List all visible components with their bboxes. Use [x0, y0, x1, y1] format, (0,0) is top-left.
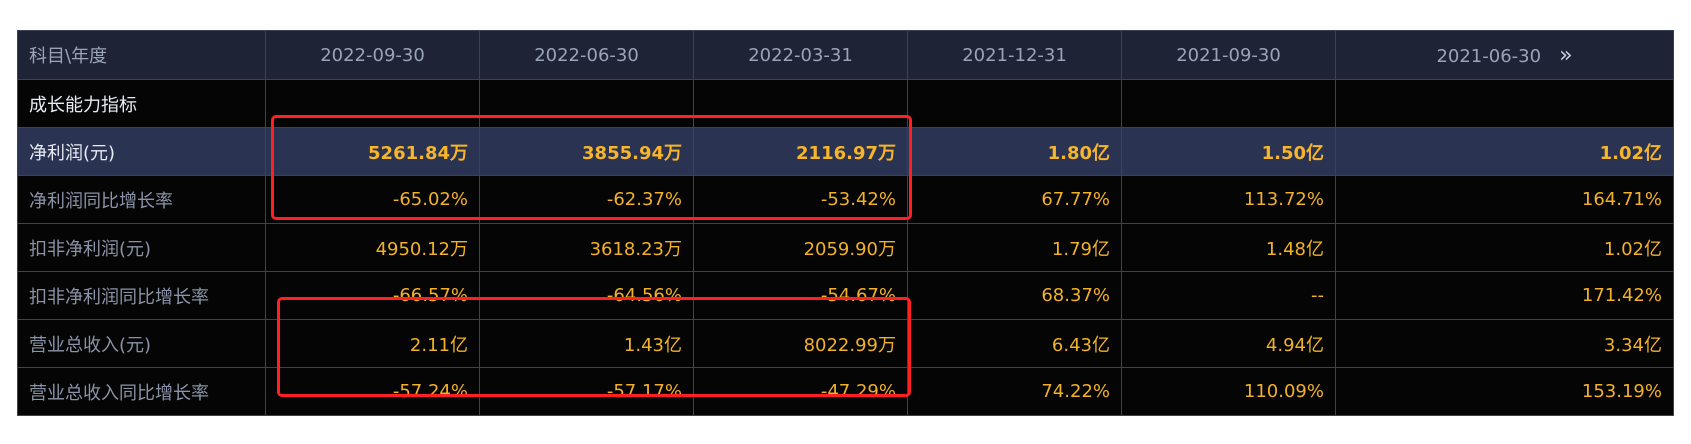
financial-indicators-table: 科目\年度 2022-09-30 2022-06-30 2022-03-31 2…	[17, 30, 1674, 416]
value-cell: -62.37%	[479, 175, 694, 224]
value-cell: 6.43亿	[907, 319, 1122, 368]
row-label: 扣非净利润(元)	[17, 223, 266, 272]
value-cell: 171.42%	[1335, 271, 1674, 320]
value-cell	[1335, 79, 1674, 128]
value-cell: -65.02%	[265, 175, 480, 224]
row-label: 净利润同比增长率	[17, 175, 266, 224]
value-cell: -57.24%	[265, 367, 480, 416]
row-label: 营业总收入(元)	[17, 319, 266, 368]
row-label: 成长能力指标	[17, 79, 266, 128]
value-cell: 2.11亿	[265, 319, 480, 368]
row-label: 净利润(元)	[17, 127, 266, 176]
value-cell: 74.22%	[907, 367, 1122, 416]
value-cell: 3618.23万	[479, 223, 694, 272]
table-header-row: 科目\年度 2022-09-30 2022-06-30 2022-03-31 2…	[17, 30, 1674, 80]
value-cell: -54.67%	[693, 271, 908, 320]
date-column-header[interactable]: 2022-09-30	[265, 30, 480, 80]
row-label: 扣非净利润同比增长率	[17, 271, 266, 320]
value-cell: 8022.99万	[693, 319, 908, 368]
date-column-header[interactable]: 2021-12-31	[907, 30, 1122, 80]
row-net-profit-yoy[interactable]: 净利润同比增长率 -65.02% -62.37% -53.42% 67.77% 113.7…	[17, 175, 1674, 224]
value-cell: -47.29%	[693, 367, 908, 416]
value-cell: 113.72%	[1121, 175, 1336, 224]
value-cell	[693, 79, 908, 128]
value-cell	[1121, 79, 1336, 128]
value-cell: 1.50亿	[1121, 127, 1336, 176]
value-cell: 1.43亿	[479, 319, 694, 368]
value-cell: 153.19%	[1335, 367, 1674, 416]
subject-year-header: 科目\年度	[17, 30, 266, 80]
value-cell	[265, 79, 480, 128]
value-cell: 68.37%	[907, 271, 1122, 320]
value-cell: 5261.84万	[265, 127, 480, 176]
row-total-revenue-yoy[interactable]: 营业总收入同比增长率 -57.24% -57.17% -47.29% 74.22% 110…	[17, 367, 1674, 416]
value-cell: 4950.12万	[265, 223, 480, 272]
date-column-header[interactable]: 2022-06-30	[479, 30, 694, 80]
value-cell: 1.79亿	[907, 223, 1122, 272]
value-cell: 110.09%	[1121, 367, 1336, 416]
value-cell: 2059.90万	[693, 223, 908, 272]
value-cell: 1.80亿	[907, 127, 1122, 176]
row-label: 营业总收入同比增长率	[17, 367, 266, 416]
row-deducted-net-profit[interactable]: 扣非净利润(元) 4950.12万 3618.23万 2059.90万 1.79亿 1.4…	[17, 223, 1674, 272]
value-cell: --	[1121, 271, 1336, 320]
value-cell: -57.17%	[479, 367, 694, 416]
value-cell: 67.77%	[907, 175, 1122, 224]
row-total-revenue[interactable]: 营业总收入(元) 2.11亿 1.43亿 8022.99万 6.43亿 4.94亿 3.34…	[17, 319, 1674, 368]
value-cell	[907, 79, 1122, 128]
value-cell: -53.42%	[693, 175, 908, 224]
date-column-header-last: 2021-06-30 »	[1335, 30, 1674, 80]
date-column-header[interactable]: 2022-03-31	[693, 30, 908, 80]
date-column-label[interactable]: 2021-06-30	[1436, 45, 1542, 67]
value-cell: 2116.97万	[693, 127, 908, 176]
value-cell: 3855.94万	[479, 127, 694, 176]
value-cell: -66.57%	[265, 271, 480, 320]
value-cell: 164.71%	[1335, 175, 1674, 224]
value-cell: 1.02亿	[1335, 127, 1674, 176]
value-cell: 3.34亿	[1335, 319, 1674, 368]
value-cell	[479, 79, 694, 128]
row-deducted-net-profit-yoy[interactable]: 扣非净利润同比增长率 -66.57% -64.56% -54.67% 68.37% -- 1…	[17, 271, 1674, 320]
section-growth-indicators[interactable]: 成长能力指标	[17, 79, 1674, 128]
date-column-header[interactable]: 2021-09-30	[1121, 30, 1336, 80]
value-cell: 1.02亿	[1335, 223, 1674, 272]
value-cell: 4.94亿	[1121, 319, 1336, 368]
value-cell: 1.48亿	[1121, 223, 1336, 272]
double-chevron-right-icon[interactable]: »	[1559, 42, 1573, 68]
value-cell: -64.56%	[479, 271, 694, 320]
row-net-profit[interactable]: 净利润(元) 5261.84万 3855.94万 2116.97万 1.80亿 1.50亿…	[17, 127, 1674, 176]
